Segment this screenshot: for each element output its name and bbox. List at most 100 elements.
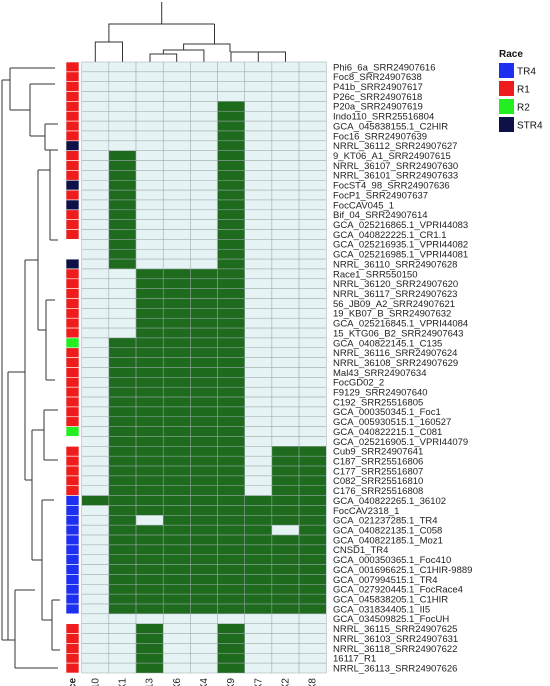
heatmap-cell	[81, 574, 110, 585]
heatmap-cell	[217, 662, 245, 674]
heatmap-cell	[162, 653, 191, 664]
heatmap-cell	[244, 91, 273, 102]
row-label: GCA_031834405.1_II5	[333, 604, 430, 615]
heatmap-cell	[81, 662, 110, 674]
heatmap-cell	[298, 593, 327, 605]
heatmap-cell	[162, 406, 191, 418]
row-label: GCA_025216935.1_VPRI44082	[333, 240, 468, 251]
heatmap-cell	[271, 574, 300, 585]
heatmap-cell	[190, 593, 218, 605]
heatmap-cell	[135, 524, 164, 536]
heatmap-cell	[108, 623, 137, 634]
heatmap-cell	[135, 446, 164, 457]
heatmap-cell	[81, 189, 110, 201]
heatmap-cell	[135, 613, 164, 624]
heatmap-cell	[81, 406, 110, 418]
heatmap-cell	[81, 485, 110, 496]
heatmap-cell	[190, 248, 218, 260]
heatmap-cell	[190, 485, 218, 496]
row-label: GCA_025216985.1_VPRI44081	[333, 250, 468, 261]
column-label: SIX7	[253, 678, 264, 686]
race-cell	[65, 603, 80, 615]
heatmap-cell	[298, 584, 327, 595]
heatmap-cell	[108, 357, 137, 368]
heatmap-cell	[190, 239, 218, 250]
row-label: GCA_025216845.1_VPRI44084	[333, 319, 468, 330]
heatmap-cell	[135, 593, 164, 605]
heatmap-cell	[298, 209, 327, 220]
row-label: GCA_040822225.1_CR1.1	[333, 230, 447, 241]
legend-label: R2	[517, 103, 530, 114]
heatmap-cell	[298, 248, 327, 260]
heatmap-cell	[217, 416, 245, 427]
heatmap-cell	[271, 455, 300, 467]
heatmap-cell	[81, 367, 110, 378]
race-cell	[65, 455, 80, 467]
heatmap-cell	[217, 81, 245, 92]
heatmap-cell	[162, 416, 191, 427]
heatmap-cell	[217, 298, 245, 309]
heatmap-cell	[108, 554, 137, 565]
row-label: Mal43_SRR24907634	[333, 368, 426, 379]
heatmap-cell	[244, 327, 273, 339]
heatmap-cell	[298, 643, 327, 654]
race-cell	[65, 308, 80, 319]
heatmap-cell	[244, 367, 273, 378]
race-cell	[65, 71, 80, 83]
heatmap-cell	[108, 475, 137, 487]
heatmap-cell	[108, 613, 137, 624]
row-label: 16117_R1	[333, 654, 376, 665]
heatmap-cell	[271, 298, 300, 309]
heatmap-cell	[81, 91, 110, 102]
heatmap-cell	[108, 416, 137, 427]
heatmap-cell	[162, 101, 191, 112]
heatmap-cell	[135, 426, 164, 437]
heatmap-cell	[81, 554, 110, 565]
heatmap-cell	[81, 377, 110, 388]
heatmap-cell	[190, 653, 218, 664]
heatmap-cell	[135, 101, 164, 112]
race-cell	[65, 278, 80, 289]
row-label: GCA_000350345.1_Foc1	[333, 407, 441, 418]
heatmap-cell	[190, 455, 218, 467]
heatmap-cell	[271, 239, 300, 250]
heatmap-cell	[190, 278, 218, 289]
column-labels: Race SIX10 SIX1 SIX13 SIX6 SIX4 SIX9 SIX7 SIX2 SI…	[68, 678, 319, 686]
heatmap-cell	[244, 317, 273, 329]
heatmap-cell	[298, 150, 327, 161]
heatmap-cell	[190, 357, 218, 368]
heatmap-cell	[162, 120, 191, 132]
heatmap-cell	[244, 308, 273, 319]
heatmap-cell	[190, 130, 218, 142]
heatmap-cell	[298, 406, 327, 418]
heatmap-cell	[135, 653, 164, 664]
heatmap-cell	[298, 475, 327, 487]
heatmap-cell	[298, 61, 327, 73]
heatmap-cell	[108, 150, 137, 161]
heatmap-cell	[217, 170, 245, 181]
row-label: GCA_005930515.1_160527	[333, 417, 451, 428]
heatmap-cell	[271, 396, 300, 408]
heatmap-cell	[244, 465, 273, 477]
heatmap-cell	[298, 268, 327, 280]
heatmap-cell	[190, 180, 218, 191]
heatmap-cell	[108, 426, 137, 437]
heatmap-cell	[162, 574, 191, 585]
heatmap-cell	[298, 367, 327, 378]
heatmap-cell	[162, 475, 191, 487]
heatmap-cell	[81, 436, 110, 447]
heatmap-cell	[135, 416, 164, 427]
row-label: 56_JB09_A2_SRR24907621	[333, 299, 455, 310]
heatmap-cell	[244, 564, 273, 575]
heatmap-cell	[271, 130, 300, 142]
heatmap-cell	[108, 209, 137, 220]
heatmap-cell	[298, 623, 327, 634]
heatmap-cell	[190, 327, 218, 339]
heatmap-cell	[217, 120, 245, 132]
race-cell	[65, 495, 80, 506]
heatmap-cell	[244, 574, 273, 585]
heatmap-cell	[298, 337, 327, 349]
heatmap-cell	[244, 219, 273, 230]
heatmap-cell	[108, 189, 137, 201]
heatmap-cell	[81, 515, 110, 526]
